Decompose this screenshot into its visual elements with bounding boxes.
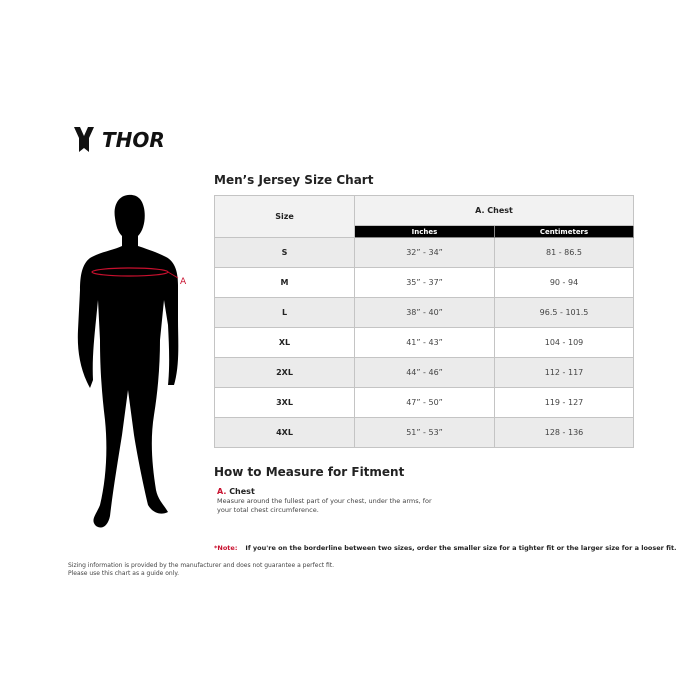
centimeters-cell: 112 - 117 [494, 357, 634, 388]
centimeters-cell: 119 - 127 [494, 387, 634, 418]
size-cell: 2XL [214, 357, 355, 388]
measure-label-a: A [180, 277, 187, 287]
size-cell: 3XL [214, 387, 355, 418]
fit-note: *Note: If you're on the borderline betwee… [214, 544, 677, 552]
size-cell: S [214, 237, 355, 268]
centimeters-header: Centimeters [494, 225, 634, 238]
table-row: M 35” - 37” 90 - 94 [214, 267, 634, 298]
inches-cell: 38” - 40” [354, 297, 495, 328]
table-row: 4XL 51” - 53” 128 - 136 [214, 417, 634, 448]
inches-cell: 51” - 53” [354, 417, 495, 448]
thor-logo: THOR [74, 127, 165, 152]
size-chart-table: Size A. Chest Inches Centimeters S 32” - … [214, 195, 634, 448]
size-cell: XL [214, 327, 355, 358]
inches-header: Inches [354, 225, 495, 238]
centimeters-cell: 81 - 86.5 [494, 237, 634, 268]
disclaimer-line: Please use this chart as a guide only. [68, 570, 179, 577]
svg-text:THOR: THOR [102, 128, 165, 152]
size-cell: 4XL [214, 417, 355, 448]
size-cell: L [214, 297, 355, 328]
page-title: Men’s Jersey Size Chart [214, 173, 374, 187]
chest-header: A. Chest [354, 195, 634, 226]
table-row: 3XL 47” - 50” 119 - 127 [214, 387, 634, 418]
inches-cell: 47” - 50” [354, 387, 495, 418]
size-cell: M [214, 267, 355, 298]
inches-cell: 35” - 37” [354, 267, 495, 298]
chest-label: A. Chest [217, 487, 255, 496]
inches-cell: 44” - 46” [354, 357, 495, 388]
chest-label-text: Chest [229, 487, 255, 496]
how-to-heading: How to Measure for Fitment [214, 465, 405, 479]
size-header: Size [214, 195, 355, 238]
note-label: *Note: [214, 544, 238, 552]
chest-description: Measure around the fullest part of your … [217, 497, 432, 514]
table-row: S 32” - 34” 81 - 86.5 [214, 237, 634, 268]
table-row: XL 41” - 43” 104 - 109 [214, 327, 634, 358]
centimeters-cell: 90 - 94 [494, 267, 634, 298]
centimeters-cell: 96.5 - 101.5 [494, 297, 634, 328]
chest-letter: A. [217, 487, 227, 496]
centimeters-cell: 104 - 109 [494, 327, 634, 358]
centimeters-cell: 128 - 136 [494, 417, 634, 448]
disclaimer-line: Sizing information is provided by the ma… [68, 562, 335, 569]
note-text: If you're on the borderline between two … [245, 544, 677, 552]
disclaimer: Sizing information is provided by the ma… [68, 562, 334, 578]
table-row: L 38” - 40” 96.5 - 101.5 [214, 297, 634, 328]
inches-cell: 32” - 34” [354, 237, 495, 268]
body-silhouette: A [77, 194, 187, 528]
table-row: 2XL 44” - 46” 112 - 117 [214, 357, 634, 388]
inches-cell: 41” - 43” [354, 327, 495, 358]
